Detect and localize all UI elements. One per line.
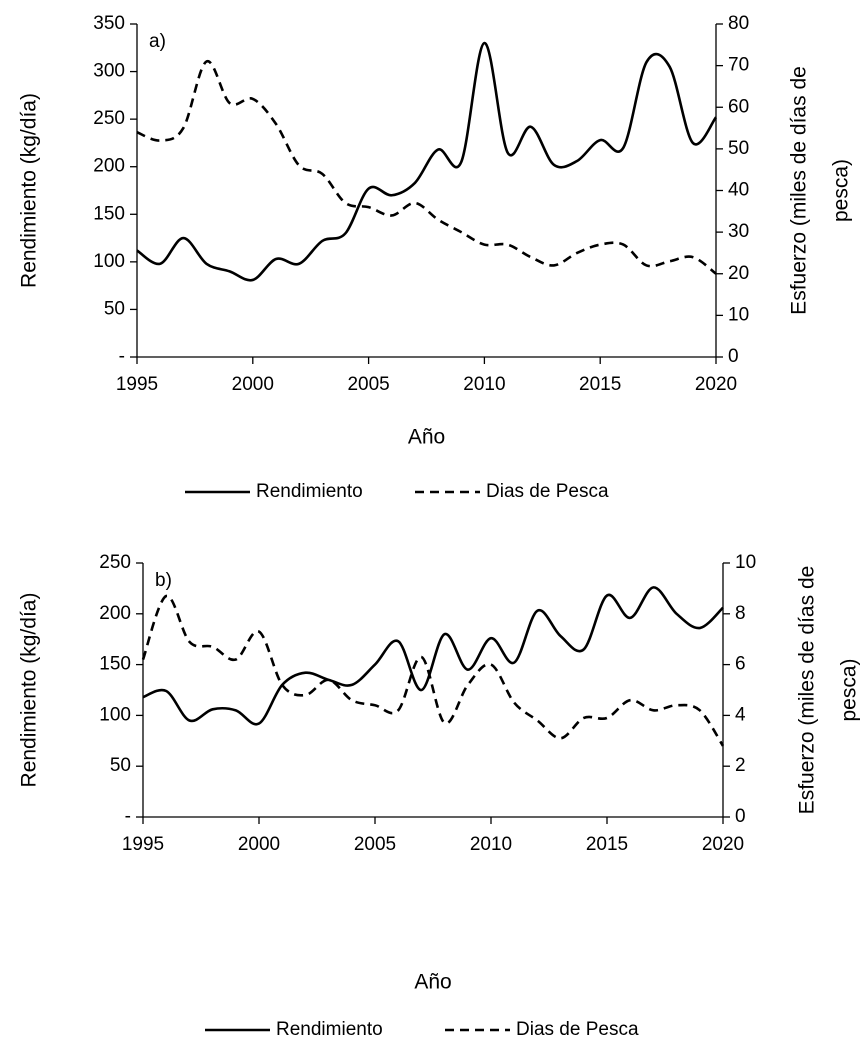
y2-tick-label: 30 bbox=[728, 221, 749, 242]
series-line bbox=[142, 586, 724, 726]
x-tick-label: 2020 bbox=[702, 834, 744, 855]
x-tick-label: 2000 bbox=[232, 374, 274, 395]
y2-tick-label: 60 bbox=[728, 96, 749, 117]
y-axis-label: Rendimiento (kg/día) bbox=[18, 593, 41, 788]
y-axis-label: Rendimiento (kg/día) bbox=[18, 93, 41, 288]
y2-axis-label: Esfuerzo (miles de días de bbox=[788, 66, 811, 315]
x-axis-label: Año bbox=[414, 971, 451, 994]
y-tick-label: 150 bbox=[93, 203, 125, 224]
legend-label: Dias de Pesca bbox=[486, 481, 609, 502]
y2-tick-label: 0 bbox=[728, 346, 739, 367]
y-tick-label: 50 bbox=[110, 755, 131, 776]
y2-axis-label: pesca) bbox=[830, 159, 853, 222]
legend-label: Rendimiento bbox=[256, 481, 363, 502]
x-tick-label: 2010 bbox=[463, 374, 505, 395]
y2-axis-label: pesca) bbox=[838, 658, 861, 721]
x-tick-label: 2005 bbox=[347, 374, 389, 395]
x-tick-label: 2015 bbox=[586, 834, 628, 855]
x-tick-label: 1995 bbox=[116, 374, 158, 395]
series-line bbox=[136, 60, 717, 275]
y-tick-label: - bbox=[119, 346, 125, 367]
panel-label: a) bbox=[149, 31, 166, 52]
y2-tick-label: 2 bbox=[735, 755, 746, 776]
x-tick-label: 2020 bbox=[695, 374, 737, 395]
y2-tick-label: 6 bbox=[735, 654, 746, 675]
x-axis-label: Año bbox=[408, 426, 445, 449]
y-tick-label: 100 bbox=[93, 251, 125, 272]
y-tick-label: 200 bbox=[99, 603, 131, 624]
y-tick-label: 250 bbox=[99, 552, 131, 573]
x-tick-label: 1995 bbox=[122, 834, 164, 855]
y2-tick-label: 40 bbox=[728, 180, 749, 201]
y2-tick-label: 80 bbox=[728, 13, 749, 34]
x-tick-label: 2005 bbox=[354, 834, 396, 855]
x-tick-label: 2000 bbox=[238, 834, 280, 855]
y-tick-label: 100 bbox=[99, 704, 131, 725]
y-tick-label: - bbox=[125, 806, 131, 827]
y2-tick-label: 4 bbox=[735, 704, 746, 725]
y-tick-label: 50 bbox=[104, 298, 125, 319]
y2-tick-label: 20 bbox=[728, 263, 749, 284]
legend-label: Dias de Pesca bbox=[516, 1019, 639, 1040]
y-tick-label: 350 bbox=[93, 13, 125, 34]
x-tick-label: 2015 bbox=[579, 374, 621, 395]
y2-tick-label: 8 bbox=[735, 603, 746, 624]
y-tick-label: 250 bbox=[93, 108, 125, 129]
legend-label: Rendimiento bbox=[276, 1019, 383, 1040]
y-tick-label: 300 bbox=[93, 61, 125, 82]
y-tick-label: 200 bbox=[93, 156, 125, 177]
panel-label: b) bbox=[155, 570, 172, 591]
y2-tick-label: 70 bbox=[728, 55, 749, 76]
y2-tick-label: 50 bbox=[728, 138, 749, 159]
x-tick-label: 2010 bbox=[470, 834, 512, 855]
y2-axis-label: Esfuerzo (miles de días de bbox=[796, 566, 819, 815]
y2-tick-label: 10 bbox=[735, 552, 756, 573]
y2-tick-label: 10 bbox=[728, 304, 749, 325]
y2-tick-label: 0 bbox=[735, 806, 746, 827]
series-line bbox=[141, 594, 725, 747]
series-line bbox=[136, 41, 718, 282]
y-tick-label: 150 bbox=[99, 654, 131, 675]
